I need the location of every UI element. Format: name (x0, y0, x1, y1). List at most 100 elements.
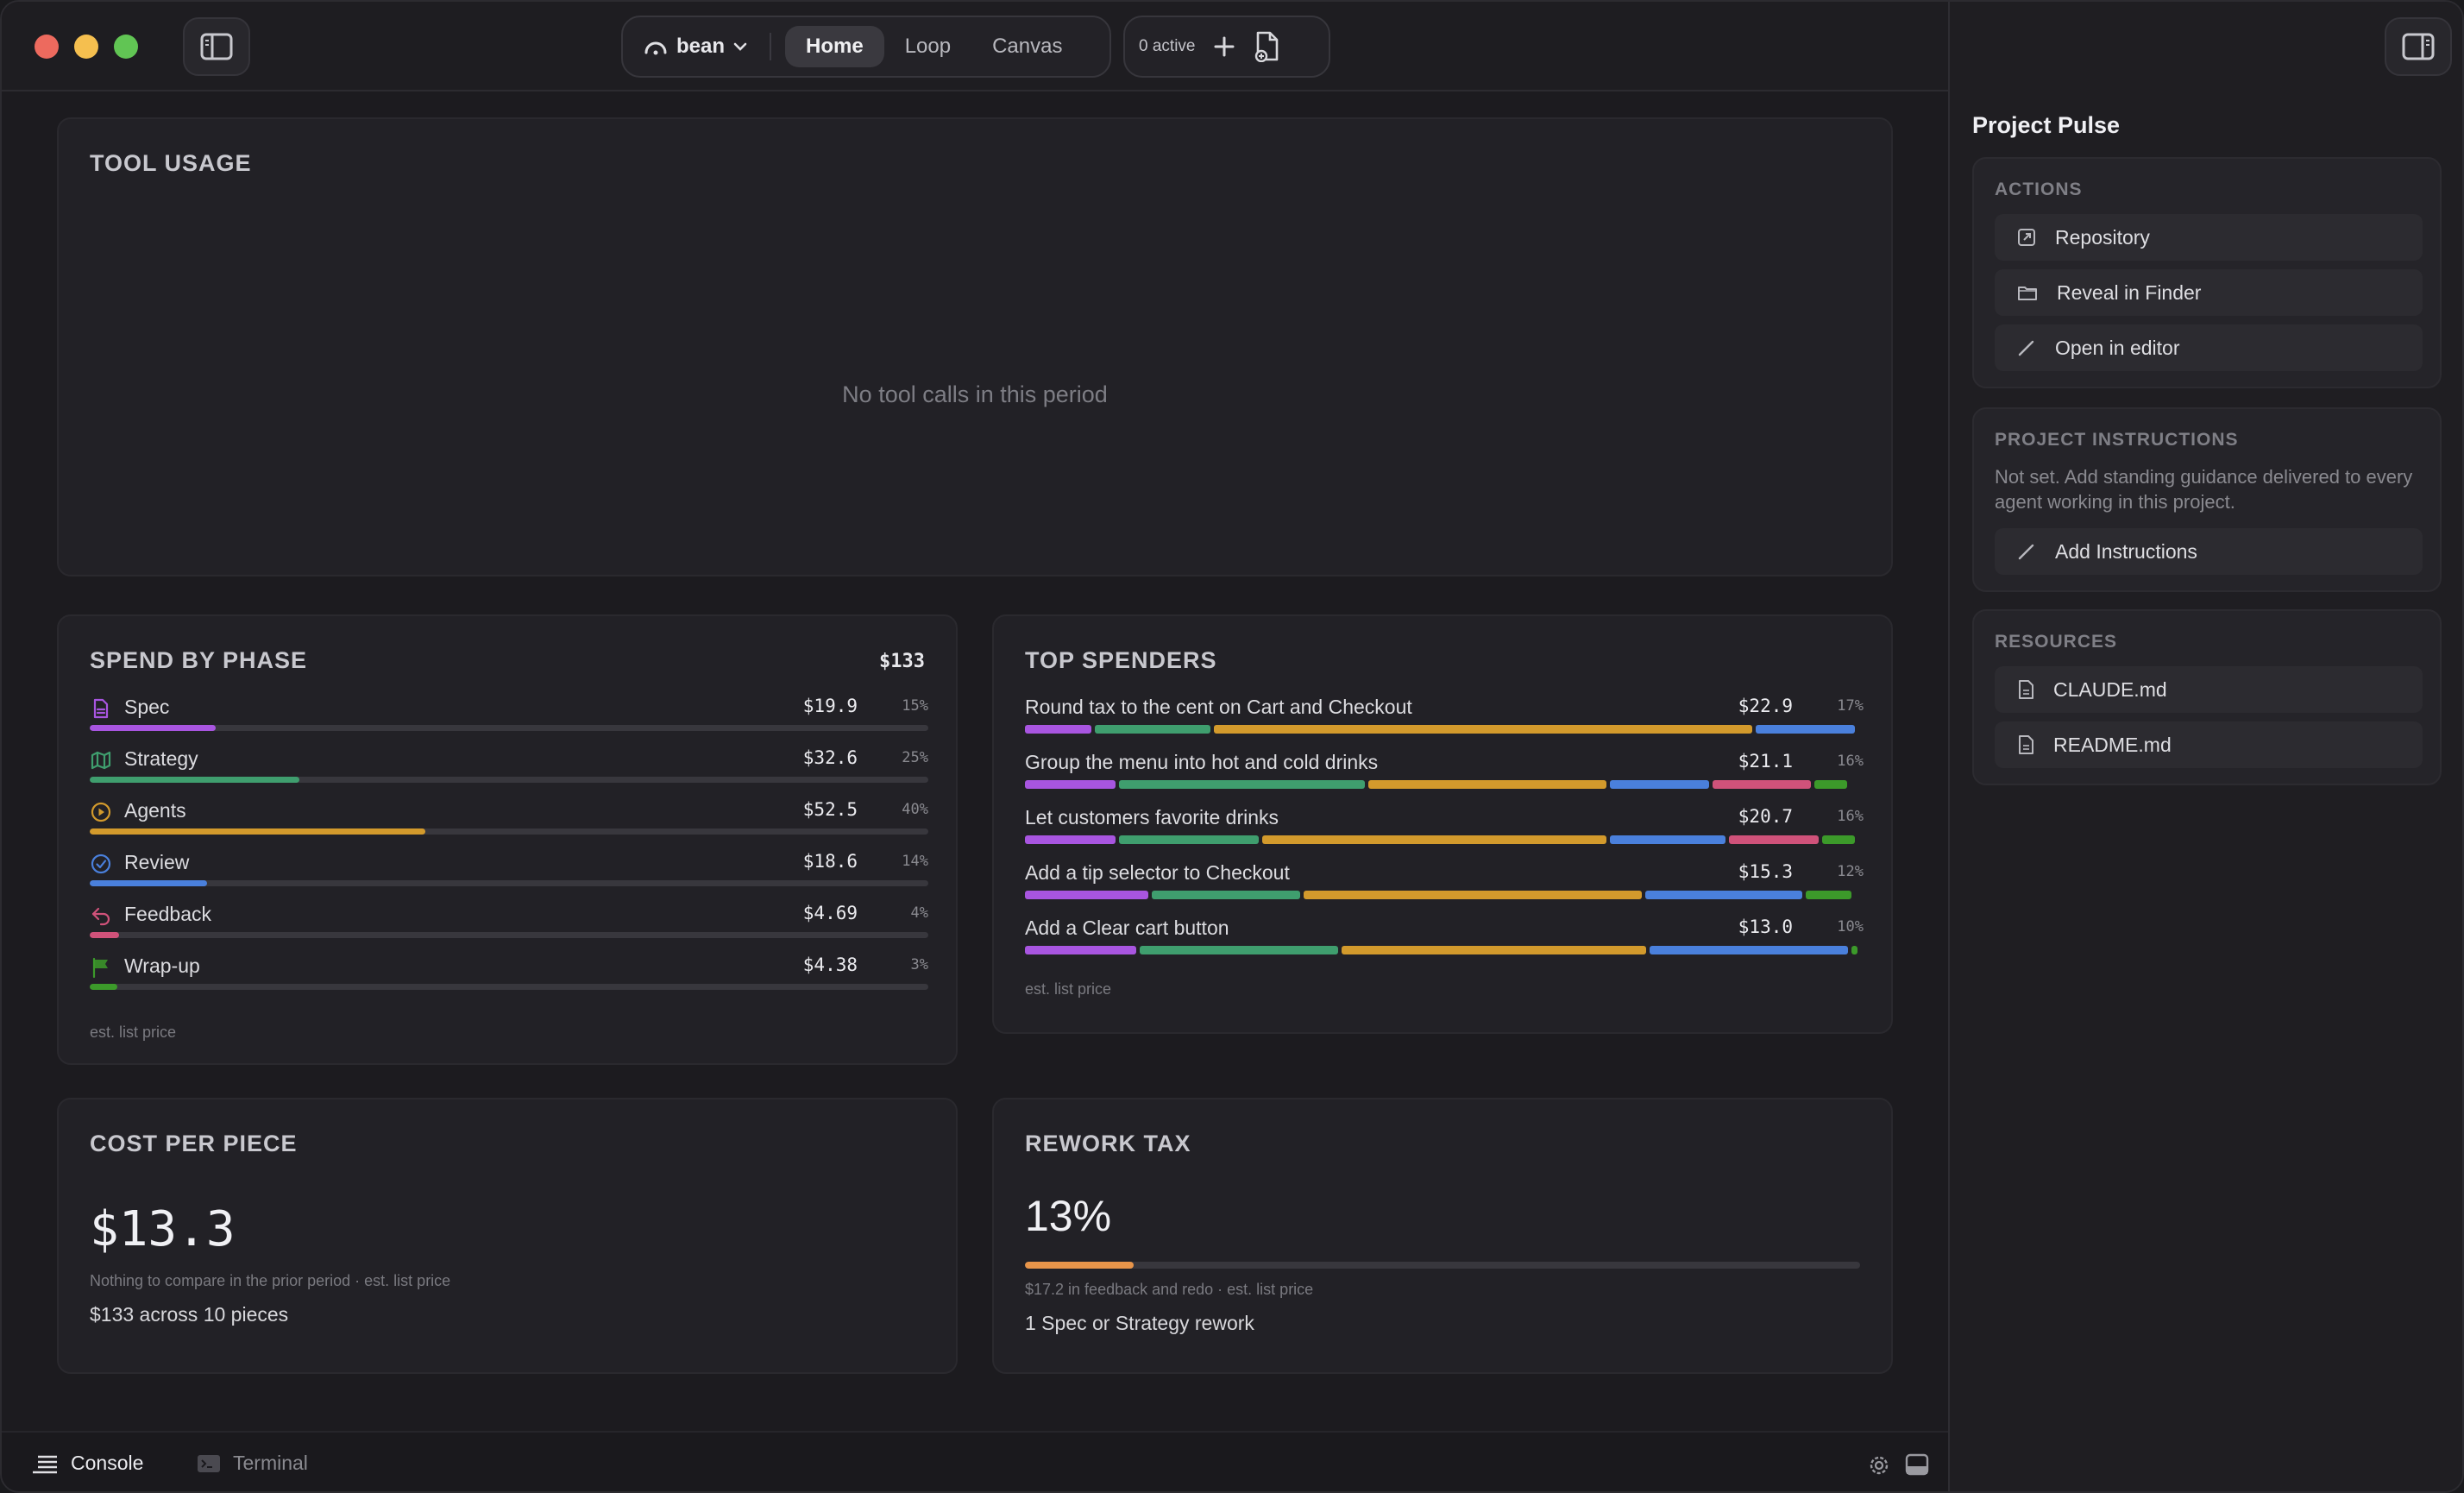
terminal-icon (198, 1454, 220, 1472)
phase-amount: $19.9 (802, 696, 858, 716)
phase-label: Agents (124, 799, 186, 822)
spender-row[interactable]: Let customers favorite drinks $20.7 16% (1025, 806, 1864, 860)
spender-segment (1610, 780, 1709, 789)
phase-bar-fill (90, 777, 299, 783)
pencil-icon (2018, 340, 2034, 356)
spender-segment-bar (1025, 891, 1864, 899)
spender-segment (1025, 835, 1116, 844)
cost-per-piece-value: $13.3 (90, 1201, 236, 1257)
folder-icon (2018, 287, 2037, 300)
phase-amount: $4.69 (802, 903, 858, 923)
console-label: Console (71, 1452, 144, 1474)
top-spenders-card: TOP SPENDERS Round tax to the cent on Ca… (992, 614, 1893, 1034)
resource-claude-md[interactable]: CLAUDE.md (1995, 666, 2423, 713)
spender-segment (1368, 780, 1607, 789)
repository-button[interactable]: Repository (1995, 214, 2423, 261)
spender-segment (1806, 891, 1851, 899)
spender-row[interactable]: Add a tip selector to Checkout $15.3 12% (1025, 861, 1864, 915)
add-instructions-label: Add Instructions (2055, 539, 2197, 563)
terminal-tab[interactable]: Terminal (197, 1452, 308, 1475)
phase-bar-fill (90, 984, 118, 990)
cost-per-piece-card: COST PER PIECE $13.3 Nothing to compare … (57, 1098, 958, 1374)
bottom-panel-icon[interactable] (1905, 1453, 1929, 1476)
tab-canvas[interactable]: Canvas (992, 35, 1063, 58)
reveal-in-finder-button[interactable]: Reveal in Finder (1995, 269, 2423, 316)
spender-row[interactable]: Add a Clear cart button $13.0 10% (1025, 917, 1864, 970)
phase-row: Strategy $32.6 25% (90, 747, 928, 799)
title-bar: bean Home Loop Canvas 0 active (2, 2, 1948, 91)
phase-amount: $52.5 (802, 799, 858, 820)
spender-segment (1025, 725, 1091, 734)
spender-segment-bar (1025, 780, 1864, 789)
cost-per-piece-title: COST PER PIECE (90, 1131, 298, 1156)
phase-bar-fill (90, 828, 425, 835)
phase-bar-track (90, 777, 928, 783)
spender-segment (1728, 835, 1820, 844)
spender-label: Group the menu into hot and cold drinks (1025, 751, 1379, 773)
spender-amount: $22.9 (1738, 696, 1793, 716)
tab-loop[interactable]: Loop (904, 35, 952, 58)
chevron-down-icon (733, 42, 747, 51)
sidebar-toggle-button[interactable] (183, 17, 250, 76)
cost-per-piece-detail: $133 across 10 pieces (90, 1303, 289, 1326)
plus-icon[interactable] (1212, 35, 1236, 59)
actions-title: ACTIONS (1995, 180, 2083, 199)
resource-label: README.md (2053, 733, 2172, 756)
open-in-editor-button[interactable]: Open in editor (1995, 324, 2423, 371)
tab-home[interactable]: Home (785, 26, 884, 67)
rework-tax-note: $17.2 in feedback and redo · est. list p… (1025, 1281, 1314, 1298)
spender-segment (1822, 835, 1856, 844)
spender-label: Round tax to the cent on Cart and Checko… (1025, 696, 1412, 718)
spender-segment (1712, 780, 1811, 789)
reply-arrow-icon (91, 907, 110, 926)
active-count: 0 active (1139, 37, 1196, 55)
window-minimize-button[interactable] (74, 35, 98, 59)
rework-progress-fill (1025, 1262, 1134, 1269)
spend-by-phase-card: SPEND BY PHASE $133 Spec $19.9 15% Strategy… (57, 614, 958, 1065)
phase-label: Strategy (124, 747, 198, 770)
phase-row: Wrap-up $4.38 3% (90, 954, 928, 1006)
add-instructions-button[interactable]: Add Instructions (1995, 528, 2423, 575)
phase-amount: $4.38 (802, 954, 858, 975)
phase-bar-track (90, 984, 928, 990)
rework-tax-value: 13% (1025, 1192, 1112, 1240)
phase-bar-track (90, 828, 928, 835)
spend-total: $133 (879, 651, 925, 672)
rework-tax-title: REWORK TAX (1025, 1131, 1191, 1156)
resource-readme-md[interactable]: README.md (1995, 721, 2423, 768)
file-icon (2019, 735, 2033, 754)
phase-row: Agents $52.5 40% (90, 799, 928, 851)
branch-selector[interactable]: bean (635, 35, 759, 59)
phase-bar-track (90, 880, 928, 886)
window-close-button[interactable] (35, 35, 59, 59)
phase-percent: 15% (902, 697, 928, 715)
new-file-icon[interactable] (1254, 31, 1279, 62)
spender-row[interactable]: Group the menu into hot and cold drinks $… (1025, 751, 1864, 804)
gear-icon[interactable] (1867, 1453, 1891, 1477)
external-link-icon (2018, 229, 2035, 246)
nav-group: bean Home Loop Canvas (621, 16, 1111, 78)
spender-segment (1140, 946, 1338, 954)
gauge-icon (644, 41, 667, 55)
open-in-editor-label: Open in editor (2055, 336, 2180, 359)
spender-segment (1851, 946, 1858, 954)
spender-row[interactable]: Round tax to the cent on Cart and Checko… (1025, 696, 1864, 749)
map-icon (91, 751, 111, 770)
spender-segment (1118, 780, 1366, 789)
tool-usage-empty-message: No tool calls in this period (842, 381, 1108, 407)
nav-divider (770, 33, 772, 60)
tool-usage-title: TOOL USAGE (90, 150, 252, 176)
phase-row: Feedback $4.69 4% (90, 903, 928, 954)
phase-label: Review (124, 851, 190, 873)
window-maximize-button[interactable] (114, 35, 138, 59)
flag-icon (92, 957, 108, 979)
right-panel-toggle-button[interactable] (2385, 17, 2452, 76)
spender-segment (1261, 835, 1607, 844)
check-circle-icon (91, 854, 111, 874)
console-tab[interactable]: Console (31, 1452, 143, 1475)
right-sidebar-icon (2402, 33, 2435, 60)
spender-segment (1304, 891, 1643, 899)
spender-segment (1341, 946, 1647, 954)
phase-percent: 40% (902, 801, 928, 818)
phase-label: Spec (124, 696, 170, 718)
